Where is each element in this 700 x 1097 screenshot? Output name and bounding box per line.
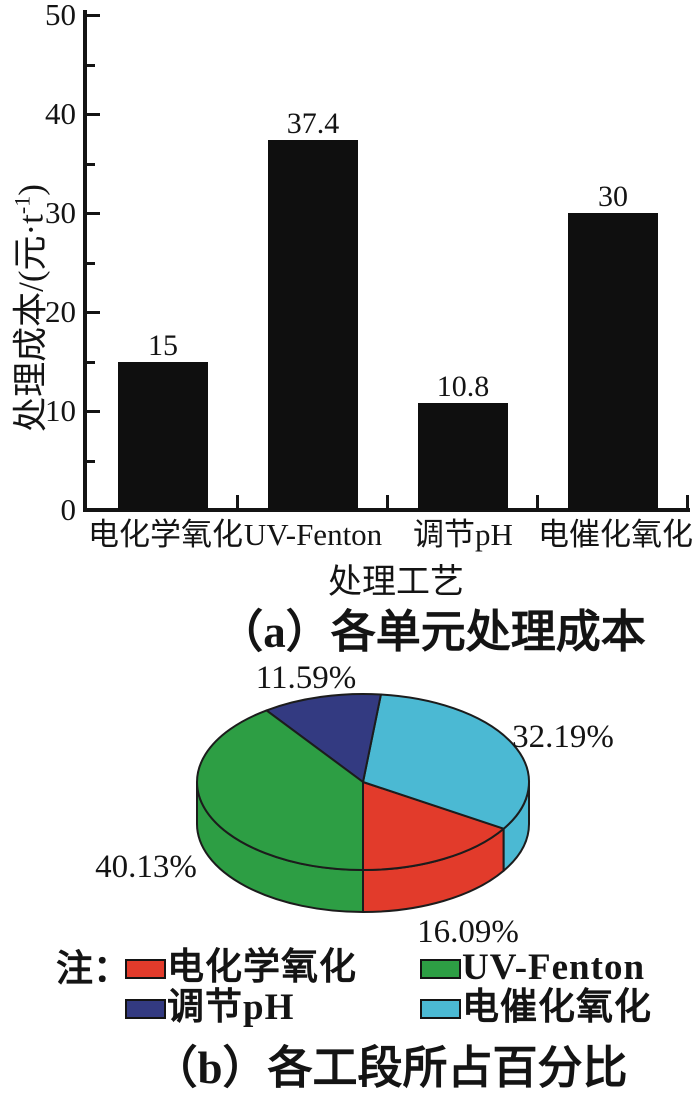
y-tick-label: 10 <box>45 393 76 428</box>
pie-slice-电化学氧化 <box>362 781 505 871</box>
y-minor-tick <box>87 360 95 364</box>
legend-swatch-dianhuaxue <box>125 959 166 979</box>
bar-value-label: 10.8 <box>436 370 490 404</box>
legend-swatch-tiaojieph <box>125 999 166 1019</box>
legend-prefix: 注： <box>56 949 130 990</box>
y-major-tick <box>87 311 100 314</box>
pie-slice-电催化氧化 <box>362 693 530 830</box>
y-minor-tick <box>87 63 95 67</box>
bar-value-label: 37.4 <box>286 106 340 140</box>
legend-swatch-uvfenton <box>420 959 461 979</box>
bar-value-label: 15 <box>148 328 178 362</box>
legend-label-uvfenton: UV-Fenton <box>462 947 646 988</box>
x-category-label: 电催化氧化 <box>538 517 693 552</box>
pie-percent-label-电催化氧化: 32.19% <box>512 719 614 755</box>
y-major-tick <box>87 410 100 413</box>
pie-chart-panel: 16.09% 32.19% 11.59% 40.13% 注： 电化学氧化 UV-Fen… <box>0 648 700 1097</box>
y-axis-title: 处理成本/(元·t-1) <box>9 184 51 432</box>
x-tick <box>236 495 239 508</box>
bar-chart-panel: 0 10 20 30 40 50 15 电化学氧化 37.4 UV-Fenton 10.8 调节pH 3… <box>9 0 693 657</box>
pie-slice-调节pH <box>265 693 382 783</box>
bar <box>118 361 208 510</box>
x-tick <box>386 495 389 508</box>
y-minor-tick <box>87 261 95 265</box>
y-tick-label: 40 <box>45 96 76 131</box>
pie-percent-label-UV-Fenton: 40.13% <box>95 849 197 885</box>
y-minor-tick <box>87 162 95 166</box>
x-tick <box>686 495 689 508</box>
legend-swatch-diancuihua <box>420 999 461 1019</box>
bar <box>418 403 508 510</box>
pie-percent-label-调节pH: 11.59% <box>256 660 357 696</box>
bar <box>268 139 358 510</box>
bar <box>568 213 658 510</box>
caption-b: （b）各工段所占百分比 <box>152 1043 628 1093</box>
caption-a: （a）各单元处理成本 <box>218 607 646 657</box>
legend-label-dianhuaxue: 电化学氧化 <box>167 947 357 988</box>
x-category-label: UV-Fenton <box>243 517 383 552</box>
x-tick <box>536 495 539 508</box>
y-tick-label: 30 <box>45 195 76 230</box>
pie-slice-UV-Fenton <box>196 709 364 871</box>
y-axis-title-suffix: ) <box>11 184 51 196</box>
pie-chart: 16.09% 32.19% 11.59% 40.13% <box>95 660 614 950</box>
y-tick-label: 50 <box>45 0 76 32</box>
y-tick-label: 20 <box>45 294 76 329</box>
y-major-tick <box>87 14 100 17</box>
legend-label-tiaojieph: 调节pH <box>167 987 295 1028</box>
legend-label-diancuihua: 电催化氧化 <box>462 987 652 1028</box>
y-tick-label: 0 <box>60 492 77 527</box>
x-axis-title: 处理工艺 <box>328 564 464 601</box>
bar-value-label: 30 <box>598 180 628 213</box>
y-major-tick <box>87 212 100 215</box>
y-axis-line <box>83 10 87 512</box>
y-minor-tick <box>87 459 95 463</box>
pie-percent-label-电化学氧化: 16.09% <box>417 914 519 950</box>
y-axis-title-superscript: -1 <box>9 195 35 215</box>
y-axis-title-text: 处理成本/(元·t <box>11 214 51 432</box>
y-major-tick <box>87 113 100 116</box>
x-category-label: 调节pH <box>413 517 513 552</box>
x-axis-line <box>83 508 690 512</box>
x-category-label: 电化学氧化 <box>88 517 243 552</box>
